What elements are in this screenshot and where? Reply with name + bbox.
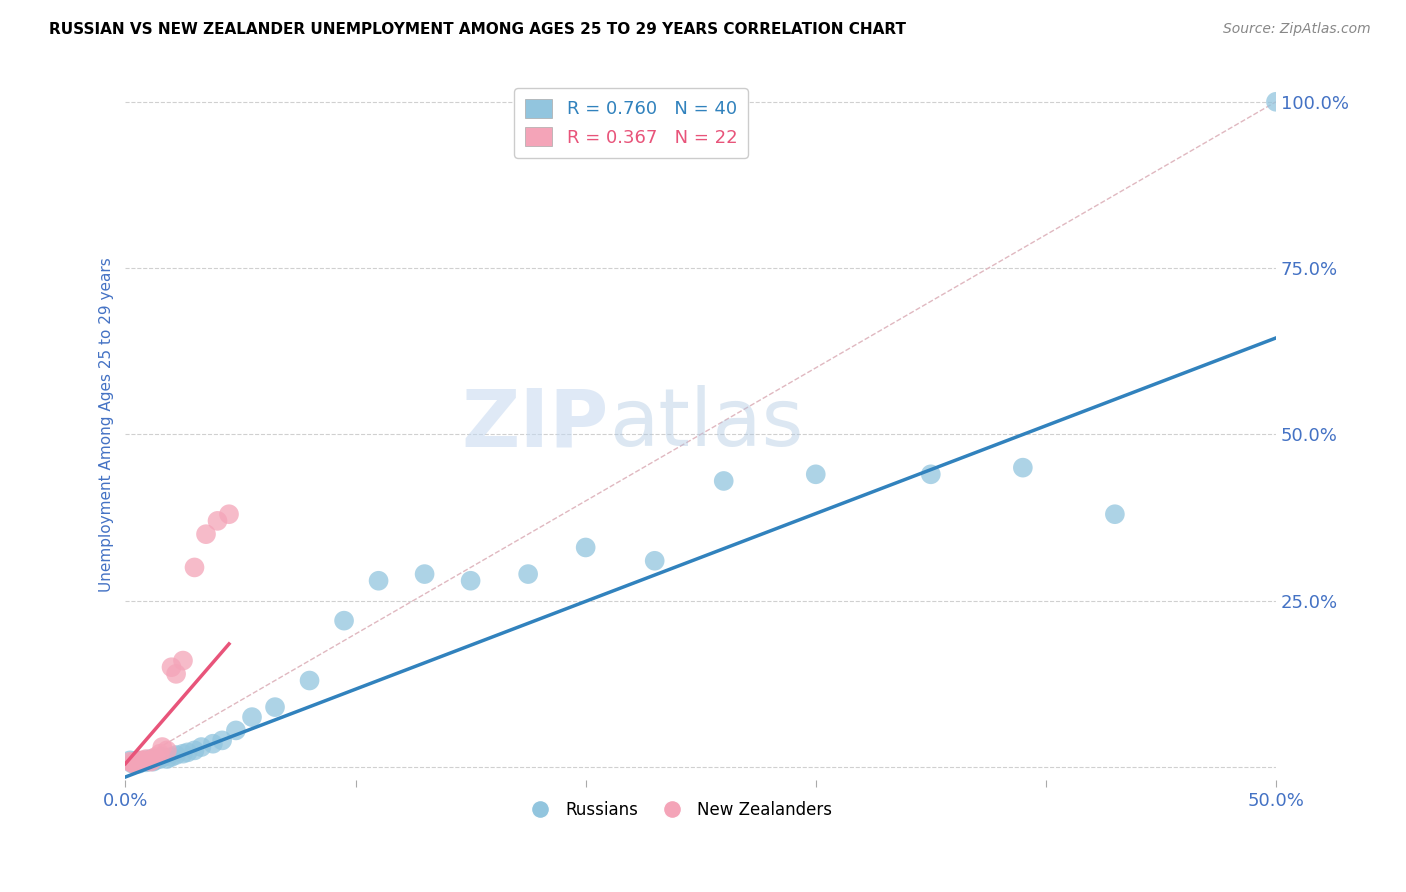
Point xyxy=(150,750,173,764)
Text: RUSSIAN VS NEW ZEALANDER UNEMPLOYMENT AMONG AGES 25 TO 29 YEARS CORRELATION CHAR: RUSSIAN VS NEW ZEALANDER UNEMPLOYMENT AM… xyxy=(49,22,907,37)
Point xyxy=(804,467,827,482)
Point xyxy=(149,752,172,766)
Point xyxy=(172,747,194,761)
Point xyxy=(517,567,540,582)
Point xyxy=(367,574,389,588)
Point xyxy=(120,753,142,767)
Point xyxy=(121,756,143,770)
Point xyxy=(125,755,148,769)
Point xyxy=(131,755,153,769)
Point xyxy=(1265,95,1288,109)
Point xyxy=(156,752,179,766)
Text: Source: ZipAtlas.com: Source: ZipAtlas.com xyxy=(1223,22,1371,37)
Point xyxy=(135,756,157,770)
Point xyxy=(131,755,153,769)
Point xyxy=(1104,507,1126,521)
Point xyxy=(460,574,482,588)
Point xyxy=(190,739,212,754)
Point xyxy=(139,752,162,766)
Point xyxy=(145,750,167,764)
Point xyxy=(1011,460,1033,475)
Point xyxy=(172,654,194,668)
Point xyxy=(128,753,150,767)
Point xyxy=(575,541,598,555)
Point xyxy=(138,753,160,767)
Point xyxy=(150,739,173,754)
Point xyxy=(142,755,165,769)
Point xyxy=(333,614,356,628)
Point xyxy=(160,660,183,674)
Point xyxy=(413,567,436,582)
Point xyxy=(138,753,160,767)
Point xyxy=(135,752,157,766)
Point xyxy=(124,755,146,769)
Point xyxy=(264,700,287,714)
Text: ZIP: ZIP xyxy=(461,385,609,464)
Text: atlas: atlas xyxy=(609,385,803,464)
Point xyxy=(145,753,167,767)
Point xyxy=(183,743,205,757)
Point xyxy=(225,723,247,738)
Point xyxy=(120,755,142,769)
Point xyxy=(920,467,942,482)
Point xyxy=(142,752,165,766)
Legend: Russians, New Zealanders: Russians, New Zealanders xyxy=(517,794,838,825)
Point xyxy=(125,753,148,767)
Point xyxy=(160,750,183,764)
Point xyxy=(211,733,233,747)
Point xyxy=(298,673,321,688)
Point xyxy=(713,474,735,488)
Y-axis label: Unemployment Among Ages 25 to 29 years: Unemployment Among Ages 25 to 29 years xyxy=(100,257,114,591)
Point xyxy=(165,747,187,762)
Point xyxy=(139,755,162,769)
Point xyxy=(240,710,263,724)
Point xyxy=(165,666,187,681)
Point xyxy=(124,756,146,771)
Point xyxy=(218,507,240,521)
Point xyxy=(132,753,155,767)
Point xyxy=(195,527,218,541)
Point xyxy=(121,756,143,771)
Point xyxy=(128,756,150,771)
Point xyxy=(207,514,229,528)
Point xyxy=(201,737,224,751)
Point xyxy=(132,753,155,767)
Point xyxy=(156,743,179,757)
Point xyxy=(149,747,172,761)
Point xyxy=(644,554,666,568)
Point xyxy=(183,560,205,574)
Point xyxy=(176,745,198,759)
